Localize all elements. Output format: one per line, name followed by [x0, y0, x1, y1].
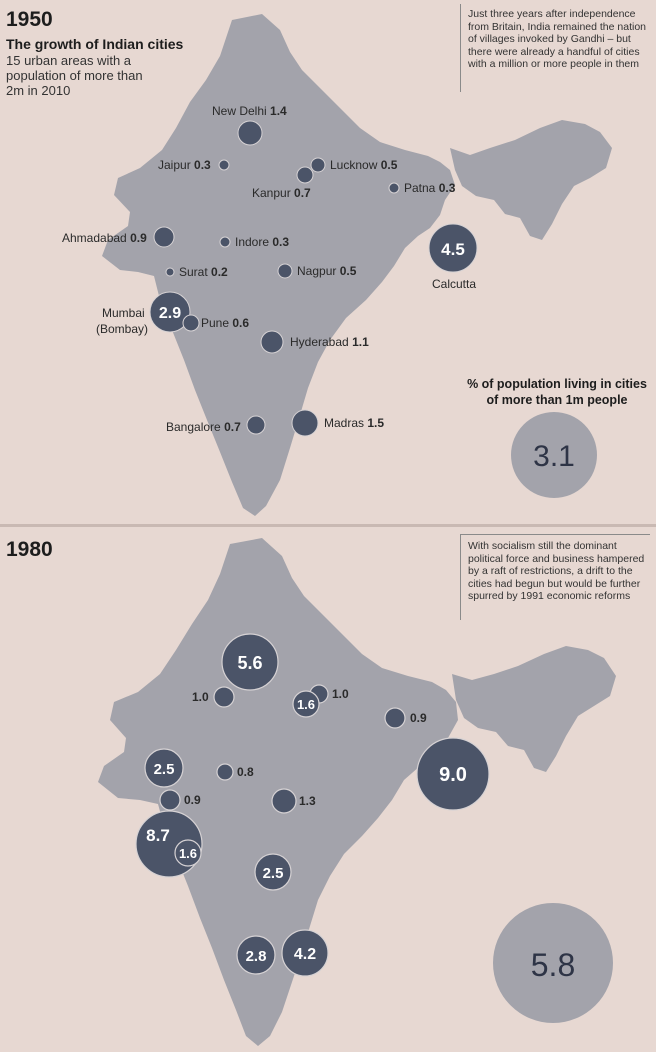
city-bubble-patna	[388, 182, 400, 194]
value-nagpur-1980: 1.3	[299, 794, 316, 808]
city-bubble-mumbai	[149, 291, 191, 333]
bubble-value-mumbai-1950: 2.9	[159, 305, 181, 322]
share-bubble-1980	[493, 903, 613, 1023]
city-label-new-delhi: New Delhi 1.4	[212, 104, 287, 118]
city-bubble-indore-1980	[216, 763, 234, 781]
value-patna-1980: 0.9	[410, 711, 427, 725]
city-bubble-new-delhi	[237, 120, 263, 146]
city-label-patna: Patna 0.3	[404, 181, 456, 195]
city-bubble-ahmadabad	[153, 226, 175, 248]
city-bubble-pune-1980	[174, 839, 202, 867]
city-bubble-patna-1980	[384, 707, 406, 729]
india-outline-1950	[102, 14, 455, 516]
city-bubble-calcutta-1980	[416, 737, 490, 811]
city-bubble-bangalore	[246, 415, 266, 435]
city-label-surat: Surat 0.2	[179, 265, 228, 279]
value-kanpur-1980: 1.6	[297, 697, 315, 712]
value-pune-1980: 1.6	[179, 846, 197, 861]
note-rule-1980	[460, 534, 461, 620]
city-label-bombay: (Bombay)	[96, 322, 149, 336]
share-value-1980: 5.8	[531, 947, 575, 983]
value-hyderabad-1980: 2.5	[263, 865, 284, 882]
city-label-madras: Madras 1.5	[324, 416, 385, 430]
value-new-delhi-1980: 5.6	[237, 653, 262, 673]
value-jaipur-1980: 1.0	[192, 690, 209, 704]
city-label-jaipur: Jaipur 0.3	[158, 158, 211, 172]
note-rule-1950	[460, 4, 461, 92]
city-label-bangalore: Bangalore 0.7	[166, 420, 241, 434]
year-label-1980: 1980	[6, 538, 53, 561]
note-1980: With socialism still the dominant politi…	[468, 540, 645, 602]
share-bubble-1950	[511, 412, 597, 498]
value-indore-1980: 0.8	[237, 765, 254, 779]
panel-divider	[0, 524, 656, 527]
city-bubble-new-delhi-1980	[221, 633, 279, 691]
city-bubble-indore	[219, 236, 231, 248]
city-label-indore: Indore 0.3	[235, 235, 290, 249]
city-label-calcutta: Calcutta	[432, 277, 477, 291]
share-value-1950: 3.1	[533, 440, 575, 473]
value-calcutta-1980: 9.0	[439, 764, 467, 786]
city-label-pune: Pune 0.6	[201, 316, 250, 330]
city-bubble-calcutta	[428, 223, 478, 273]
city-label-kanpur: Kanpur 0.7	[252, 186, 311, 200]
city-bubble-kanpur-1980	[292, 690, 320, 718]
bubble-value-calcutta-1950: 4.5	[441, 240, 465, 259]
city-bubble-nagpur	[277, 263, 293, 279]
city-bubble-bangalore-1980	[236, 935, 276, 975]
value-madras-1980: 4.2	[294, 946, 316, 963]
city-label-nagpur: Nagpur 0.5	[297, 264, 357, 278]
city-bubble-jaipur-1980	[213, 686, 235, 708]
share-title: % of population living in cities of more…	[467, 377, 647, 407]
value-ahmadabad-1980: 2.5	[154, 761, 175, 778]
city-label-ahmadabad: Ahmadabad 0.9	[62, 231, 147, 245]
value-lucknow-1980: 1.0	[332, 687, 349, 701]
city-bubble-madras-1980	[281, 929, 329, 977]
city-bubble-ahmadabad-1980	[144, 748, 184, 788]
city-label-mumbai: Mumbai	[102, 306, 145, 320]
city-bubble-madras	[291, 409, 319, 437]
city-bubble-surat	[165, 267, 175, 277]
city-bubble-hyderabad	[260, 330, 284, 354]
value-mumbai-1980: 8.7	[146, 826, 170, 845]
city-bubble-hyderabad-1980	[254, 853, 292, 891]
chart-subtitle: 15 urban areas with a population of more…	[6, 53, 143, 98]
panel-1980: 5.8 5.6 1.6 2.5 8.7 1.6 9.0 2.5	[0, 530, 656, 1052]
value-surat-1980: 0.9	[184, 793, 201, 807]
city-bubble-lucknow	[310, 157, 326, 173]
city-label-lucknow: Lucknow 0.5	[330, 158, 398, 172]
city-bubble-jaipur	[218, 159, 230, 171]
city-bubble-kanpur	[296, 166, 314, 184]
map-1980: 5.8 5.6 1.6 2.5 8.7 1.6 9.0 2.5	[98, 538, 616, 1046]
city-label-hyderabad: Hyderabad 1.1	[290, 335, 369, 349]
northeast-outline-1980	[452, 646, 616, 772]
value-bangalore-1980: 2.8	[246, 948, 267, 965]
note-rule-top-1980	[460, 534, 650, 535]
year-label-1950: 1950	[6, 8, 53, 31]
city-bubble-surat-1980	[159, 789, 181, 811]
northeast-outline-1950	[450, 120, 612, 240]
map-1950: 3.1 4.5 2.9	[102, 14, 612, 516]
city-bubble-nagpur-1980	[271, 788, 297, 814]
city-bubble-pune	[182, 314, 200, 332]
panel-1950: 3.1 4.5 2.9 1950 The growth of Indian ci…	[0, 0, 656, 522]
chart-title: The growth of Indian cities	[6, 36, 184, 52]
note-1950: Just three years after independence from…	[468, 8, 647, 70]
